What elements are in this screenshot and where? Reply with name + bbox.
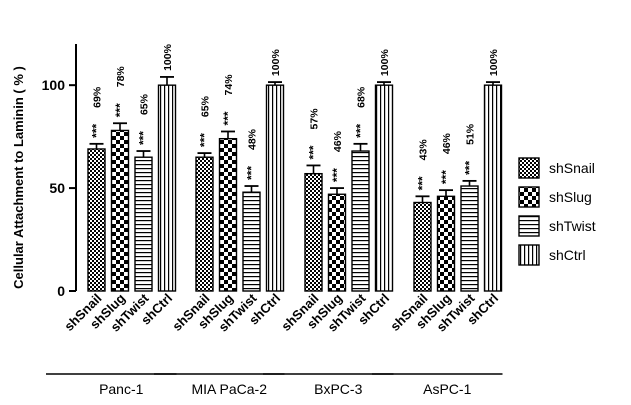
bar-shSlug xyxy=(110,129,130,292)
percent-label: 74% xyxy=(223,74,235,96)
bar-shTwist xyxy=(351,150,370,292)
bar-shCtrl xyxy=(374,84,394,292)
group-label: MIA PaCa-2 xyxy=(192,381,268,397)
y-tick-label: 0 xyxy=(57,283,65,299)
significance-label: *** xyxy=(439,170,453,184)
legend-swatch-shSlug xyxy=(518,186,540,208)
group-label: AsPC-1 xyxy=(423,381,471,397)
legend-label: shSlug xyxy=(549,189,592,205)
legend-label: shSnail xyxy=(549,160,595,176)
percent-label: 43% xyxy=(418,139,430,161)
legend-swatch-shSnail xyxy=(518,157,540,179)
percent-label: 51% xyxy=(465,123,477,145)
bar-shSnail xyxy=(413,201,432,292)
significance-label: *** xyxy=(90,123,104,137)
bar-shTwist xyxy=(242,191,261,292)
percent-label: 100% xyxy=(270,49,282,77)
bar-shTwist xyxy=(134,156,153,292)
legend-swatch-shCtrl xyxy=(518,244,540,266)
significance-label: *** xyxy=(221,111,235,125)
significance-label: *** xyxy=(137,131,151,145)
percent-label: 46% xyxy=(332,130,344,152)
legend-label: shTwist xyxy=(549,218,596,234)
significance-label: *** xyxy=(416,176,430,190)
percent-label: 100% xyxy=(162,43,174,71)
y-tick-label: 50 xyxy=(49,180,65,196)
percent-label: 78% xyxy=(115,66,127,88)
percent-label: 100% xyxy=(379,49,391,77)
percent-label: 57% xyxy=(309,108,321,130)
percent-label: 48% xyxy=(247,128,259,150)
significance-label: *** xyxy=(245,166,259,180)
group-label: Panc-1 xyxy=(99,381,144,397)
significance-label: *** xyxy=(113,103,127,117)
bar-shSnail xyxy=(195,156,214,292)
bar-shCtrl xyxy=(265,84,285,292)
percent-label: 68% xyxy=(356,86,368,108)
legend-swatch-shTwist xyxy=(518,215,540,237)
bar-shSlug xyxy=(218,137,238,292)
significance-label: *** xyxy=(330,168,344,182)
bar-shSnail xyxy=(87,148,106,292)
significance-label: *** xyxy=(354,123,368,137)
percent-label: 69% xyxy=(92,86,104,108)
y-tick-label: 100 xyxy=(42,77,66,93)
bar-shCtrl xyxy=(483,84,503,292)
percent-label: 100% xyxy=(488,49,500,77)
percent-label: 65% xyxy=(139,93,151,115)
legend-label: shCtrl xyxy=(549,247,586,263)
bar-shSnail xyxy=(304,172,323,292)
bar-shTwist xyxy=(460,185,479,292)
bar-shSlug xyxy=(436,195,456,292)
significance-label: *** xyxy=(463,161,477,175)
y-axis-label: Cellular Attachment to Laminin ( % ) xyxy=(11,66,26,289)
bar-shCtrl xyxy=(157,84,177,292)
percent-label: 46% xyxy=(441,132,453,154)
significance-label: *** xyxy=(198,133,212,147)
group-label: BxPC-3 xyxy=(314,381,362,397)
significance-label: *** xyxy=(307,145,321,159)
percent-label: 65% xyxy=(200,95,212,117)
bar-shSlug xyxy=(327,193,347,292)
